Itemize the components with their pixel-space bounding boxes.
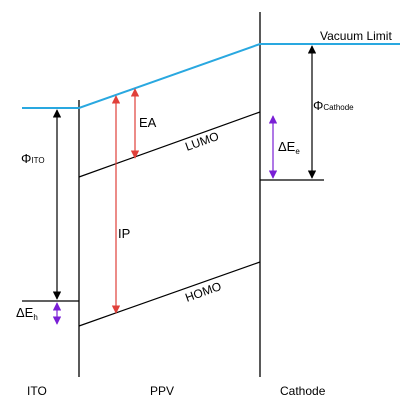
ea-label: EA — [139, 115, 157, 130]
phi-cathode-symbol: Φ — [313, 98, 323, 113]
vacuum-level-line — [22, 43, 400, 109]
homo-line — [78, 261, 261, 327]
delta-e-e-subscript: e — [295, 147, 300, 156]
homo-label: HOMO — [183, 279, 223, 305]
delta-e-e-symbol: ΔE — [278, 139, 296, 154]
bottom-label-ito: ITO — [27, 384, 47, 398]
phi-cathode-subscript: Cathode — [323, 103, 354, 112]
phi-ito-symbol: Φ — [21, 151, 31, 166]
delta-e-h-symbol: ΔE — [16, 305, 34, 320]
delta-e-h-subscript: h — [33, 313, 37, 322]
vacuum-limit-label: Vacuum Limit — [320, 29, 392, 43]
phi-ito-subscript: ITO — [31, 156, 44, 165]
phi-cathode-label: ΦCathode — [313, 98, 354, 113]
bottom-label-ppv: PPV — [150, 384, 174, 398]
ip-label: IP — [118, 226, 130, 241]
delta-e-h-label: ΔEh — [16, 305, 38, 322]
delta-e-e-label: ΔEe — [278, 139, 300, 156]
lumo-line — [78, 111, 261, 178]
phi-ito-label: ΦITO — [21, 151, 45, 166]
bottom-label-cathode: Cathode — [280, 384, 326, 398]
